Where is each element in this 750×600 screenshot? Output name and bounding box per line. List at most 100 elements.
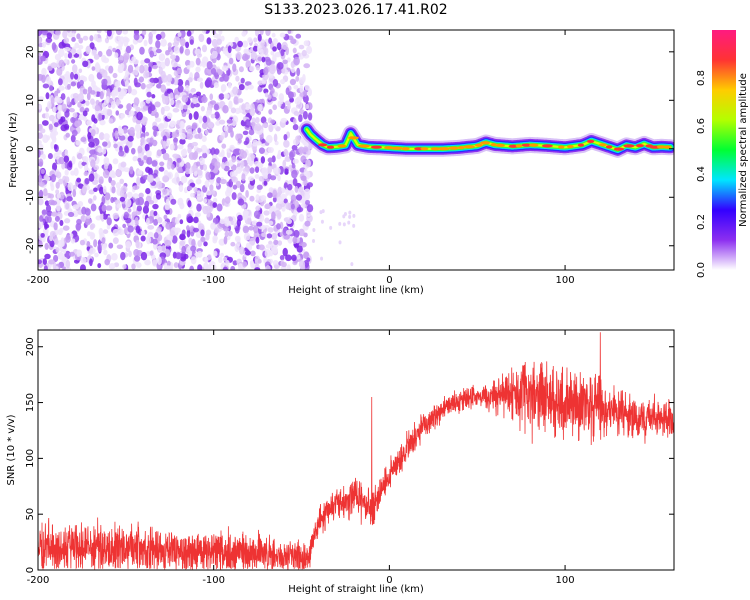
noise-spot [64,176,70,183]
spectrogram-y-axis-label: Frequency (Hz) [8,112,19,188]
noise-spot [142,105,149,111]
signal-peak [438,147,450,151]
noise-spot [272,260,279,267]
noise-spot [47,215,52,223]
y-tick-label: 100 [25,449,36,468]
noise-spot [122,30,129,35]
noise-spot [160,84,167,93]
noise-spot [219,218,226,225]
noise-spot [196,193,203,201]
noise-spot [237,138,242,144]
noise-spot [292,117,297,125]
noise-spot [144,58,151,64]
noise-spot [295,75,300,82]
noise-spot [140,251,148,261]
noise-spot [268,123,274,133]
noise-spot [93,239,98,248]
noise-spot [253,224,259,234]
noise-spot [225,259,230,267]
noise-spot [291,254,297,262]
noise-spot [180,256,187,262]
noise-spot [55,181,60,189]
noise-spot [203,262,209,270]
noise-spot [213,82,219,89]
noise-spot [187,216,194,223]
noise-spot [171,235,178,244]
noise-spot [214,111,220,119]
noise-spot [50,96,55,105]
noise-spot [223,93,230,100]
noise-spot [160,148,167,155]
noise-spot [90,129,96,137]
noise-spot [268,37,273,45]
noise-spot [89,149,96,155]
noise-spot [188,250,192,258]
noise-spot [68,251,75,257]
noise-spot [203,198,208,204]
noise-spot [223,125,229,132]
y-tick-label: -10 [25,189,36,205]
noise-spot [162,95,169,105]
noise-spot [227,82,232,89]
noise-spot [200,236,206,243]
noise-spot [193,102,201,108]
noise-spot [149,104,156,111]
noise-spot [41,120,49,126]
noise-spot [85,45,91,55]
noise-spot [303,168,308,177]
noise-spot [111,186,116,194]
noise-spot [210,222,217,230]
noise-spot [165,49,170,56]
noise-spot [57,239,64,248]
noise-spot [199,81,204,89]
noise-spot [312,239,316,244]
noise-spot [228,57,234,65]
noise-spot [82,185,87,194]
noise-spot [40,232,45,238]
noise-spot [236,51,242,61]
noise-spot [223,235,228,245]
noise-spot [298,186,304,193]
noise-spot [127,85,132,94]
noise-spot [178,184,184,192]
colorbar-tick-label: 0.0 [696,262,707,278]
noise-spot [109,170,116,178]
noise-spot [218,256,223,264]
noise-spot [136,205,143,212]
noise-spot [152,64,158,70]
noise-spot [189,265,195,270]
noise-spot [176,67,183,75]
noise-spot [52,106,57,113]
colorbar-tick-label: 0.2 [696,214,707,230]
noise-spot [139,46,145,55]
x-tick-label: 100 [556,575,575,586]
noise-spot [164,57,170,67]
noise-spot [93,54,100,60]
noise-spot [237,263,243,270]
signal-peak [458,146,465,150]
noise-spot [249,167,255,174]
noise-spot [235,166,242,174]
noise-spot [290,67,296,73]
noise-spot [218,30,223,35]
noise-spot [302,111,308,120]
noise-spot [299,84,304,93]
noise-spot [285,202,291,210]
noise-spot [54,96,60,103]
noise-spot [282,159,287,169]
noise-spot [166,73,173,83]
noise-spot [208,121,214,129]
noise-spot [304,103,310,110]
noise-spot [205,109,212,116]
noise-spot [61,162,66,170]
snr-panel: -200 -100 0 100 0 50 100 150 200 Height of stra… [6,329,675,595]
noise-spot [237,198,245,206]
noise-spot [167,42,172,48]
noise-spot [213,103,219,111]
noise-spot [257,258,262,264]
noise-spot [171,131,178,139]
noise-spot [304,220,311,227]
noise-spot [68,160,73,168]
noise-spot [177,213,182,219]
noise-spot [250,250,256,257]
